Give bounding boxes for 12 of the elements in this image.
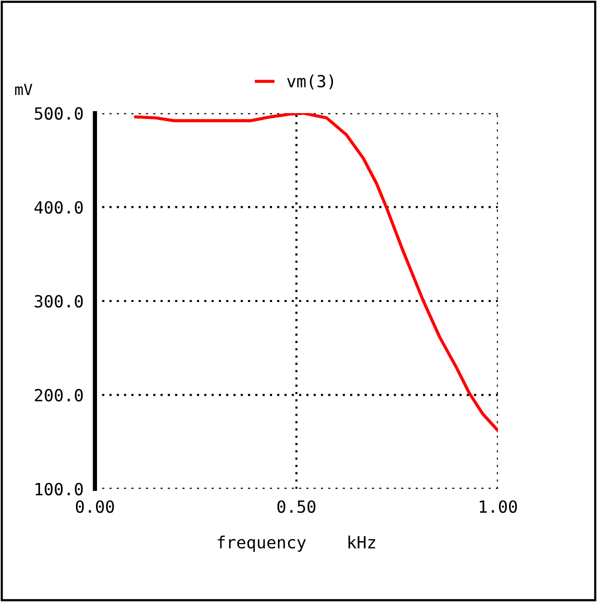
x-tick-label: 0.00 — [76, 500, 114, 513]
legend-label: vm(3) — [287, 74, 334, 90]
y-axis-title: mV — [15, 84, 32, 95]
x-tick-label: 1.00 — [480, 500, 517, 513]
y-tick-label: 100.0 — [36, 482, 83, 496]
line-series — [134, 113, 498, 432]
y-tick-label: 300.0 — [34, 295, 83, 308]
y-tick-label: 500.0 — [34, 107, 83, 120]
y-tick-label: 200.0 — [34, 388, 83, 402]
x-axis-title: frequency kHz — [218, 536, 376, 552]
x-tick-label: 0.50 — [277, 500, 316, 513]
y-tick-label: 400.0 — [34, 201, 83, 214]
